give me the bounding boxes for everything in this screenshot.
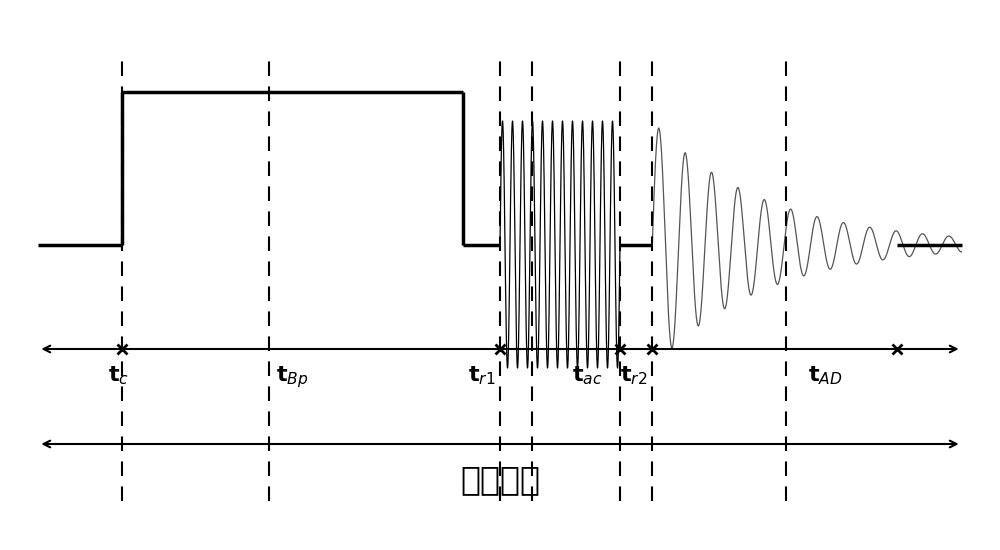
Text: $\mathbf{t}_{r2}$: $\mathbf{t}_{r2}$ — [620, 364, 648, 387]
Text: 一个周期: 一个周期 — [460, 463, 540, 496]
Text: $\mathbf{t}_{Bp}$: $\mathbf{t}_{Bp}$ — [276, 364, 309, 390]
Text: $\mathbf{t}_c$: $\mathbf{t}_c$ — [108, 364, 129, 387]
Text: $\mathbf{t}_{ac}$: $\mathbf{t}_{ac}$ — [572, 364, 603, 387]
Text: $\mathbf{t}_{r1}$: $\mathbf{t}_{r1}$ — [468, 364, 495, 387]
Text: $\mathbf{t}_{AD}$: $\mathbf{t}_{AD}$ — [808, 364, 843, 387]
